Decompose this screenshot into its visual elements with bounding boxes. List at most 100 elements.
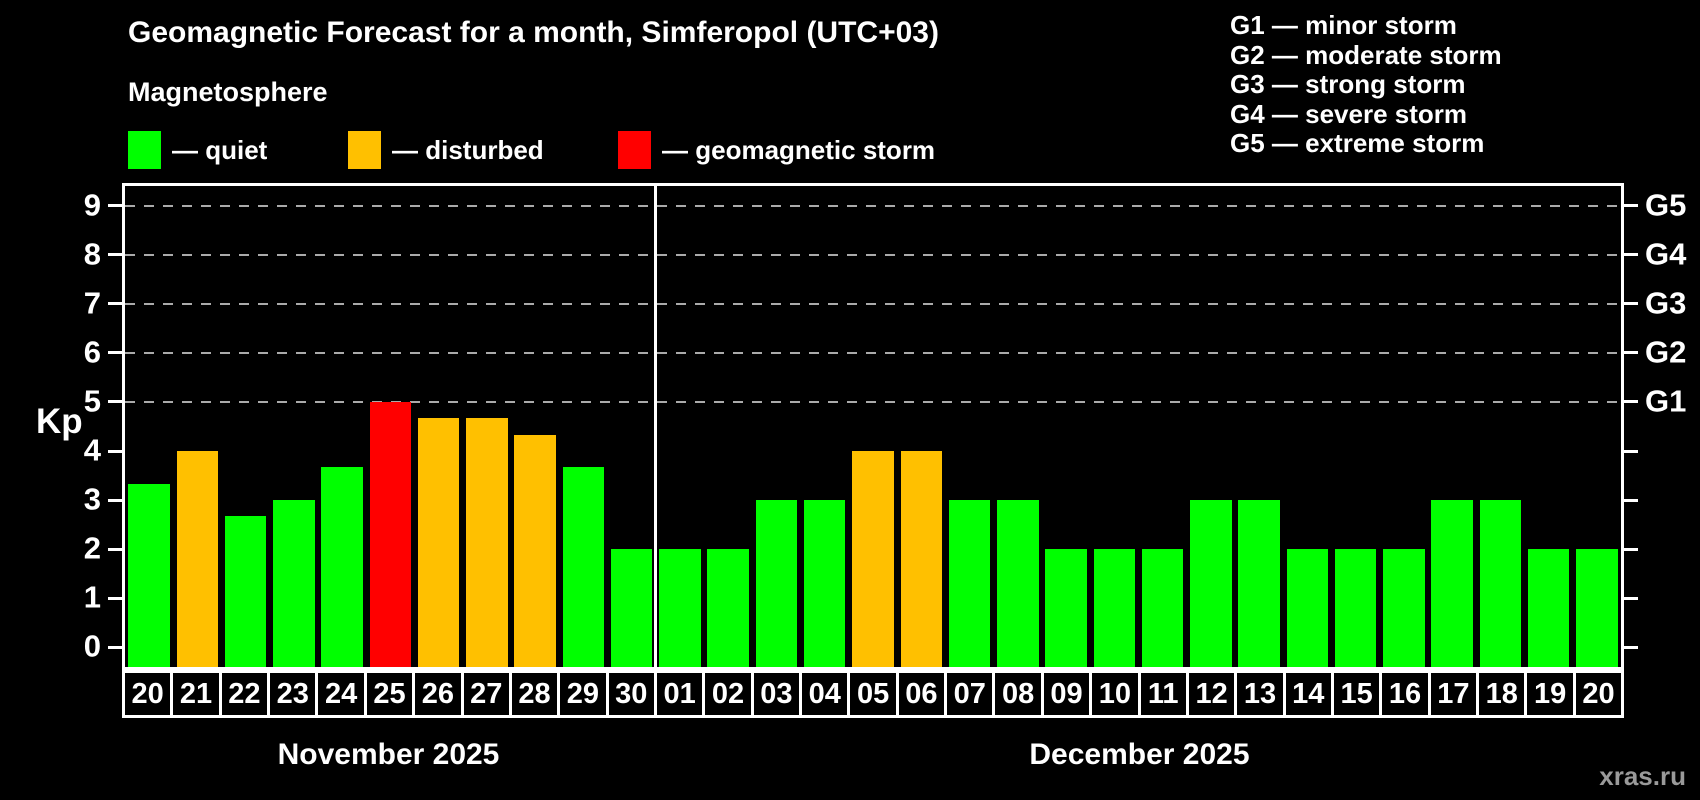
- y-tick-label-0: 0: [83, 628, 101, 664]
- date-label-25: 25: [367, 673, 416, 715]
- date-label-18: 18: [1479, 673, 1528, 715]
- g-legend-line-g2: G2 — moderate storm: [1230, 39, 1502, 70]
- kp-bar-03: [755, 500, 798, 667]
- y-tick-label-7: 7: [83, 285, 101, 321]
- legend-item-storm: — geomagnetic storm: [618, 130, 935, 170]
- watermark: xras.ru: [1599, 761, 1686, 791]
- date-axis-row: 20 21 22 23 24 25 26 27 28 29 30 01 02 03 04 05 06 07 08 09…: [122, 670, 1624, 718]
- kp-bar-04: [803, 500, 846, 667]
- quiet-color-swatch: [128, 131, 161, 169]
- left-tick-5: [108, 400, 122, 404]
- date-label-05: 05: [850, 673, 899, 715]
- month-separator: [654, 186, 658, 667]
- kp-bar-26: [417, 418, 460, 667]
- date-label-07: 07: [947, 673, 996, 715]
- gridline-kp-7: [125, 302, 1621, 305]
- kp-bar-22: [224, 516, 267, 667]
- kp-bar-16: [1383, 549, 1425, 667]
- date-label-08: 08: [995, 673, 1044, 715]
- y-tick-label-3: 3: [83, 481, 101, 517]
- g-tick-label-g5: G5: [1645, 186, 1687, 222]
- page-title: Geomagnetic Forecast for a month, Simfer…: [128, 16, 939, 49]
- date-label-19: 19: [1527, 673, 1576, 715]
- date-label-02: 02: [705, 673, 754, 715]
- left-tick-9: [108, 204, 122, 208]
- date-label-20: 20: [1582, 677, 1615, 710]
- y-tick-label-8: 8: [83, 235, 101, 271]
- right-tick-6: [1624, 351, 1638, 355]
- kp-bar-28: [514, 434, 556, 667]
- kp-bar-27: [466, 418, 508, 667]
- g-tick-label-g2: G2: [1645, 334, 1687, 370]
- kp-bar-29: [562, 467, 605, 667]
- y-tick-label-1: 1: [83, 579, 101, 615]
- left-tick-1: [108, 596, 122, 600]
- date-label-24: 24: [318, 673, 367, 715]
- date-label-09: 09: [1044, 673, 1093, 715]
- magnetosphere-legend-title: Magnetosphere: [128, 77, 328, 107]
- date-label-10: 10: [1092, 673, 1141, 715]
- left-tick-4: [108, 449, 122, 453]
- gridline-kp-6: [125, 351, 1621, 354]
- kp-bar-06: [900, 451, 942, 667]
- legend-label-quiet: — quiet: [172, 134, 268, 165]
- kp-bar-20: [128, 483, 170, 667]
- plot-area: 0 1 2 3 4 5 6 7 8 9 G1 G2 G3 G4 G5: [84, 183, 1686, 670]
- date-label-23: 23: [270, 673, 319, 715]
- month-label: November 2025: [277, 738, 500, 771]
- kp-bar-30: [610, 549, 653, 667]
- date-label-28: 28: [512, 673, 561, 715]
- g-legend-line-g1: G1 — minor storm: [1230, 10, 1457, 40]
- g-scale-legend: G1 — minor storm G2 — moderate storm G3 …: [1230, 10, 1502, 159]
- kp-bar-11: [1141, 549, 1184, 667]
- kp-bar-07: [948, 500, 991, 667]
- y-tick-label-2: 2: [83, 530, 101, 566]
- date-label-15: 15: [1334, 673, 1383, 715]
- date-label-14: 14: [1286, 673, 1334, 715]
- kp-bar-05: [852, 451, 894, 667]
- legend-item-quiet: — quiet: [128, 130, 267, 170]
- kp-bar-09: [1045, 549, 1087, 667]
- date-label-01: 01: [657, 673, 706, 715]
- g-legend-line-g3: G3 — strong storm: [1230, 69, 1466, 99]
- date-label-26: 26: [415, 673, 464, 715]
- gridline-kp-8: [125, 253, 1621, 256]
- kp-bar-17: [1431, 500, 1473, 667]
- kp-bar-10: [1093, 549, 1136, 667]
- kp-bar-12: [1190, 500, 1232, 667]
- kp-bar-13: [1238, 500, 1280, 667]
- kp-bar-18: [1479, 500, 1522, 667]
- left-tick-0: [108, 645, 122, 649]
- gridline-kp-9: [125, 204, 1621, 207]
- storm-color-swatch: [618, 131, 651, 169]
- date-label-03: 03: [754, 673, 803, 715]
- months-row: November 2025 December 2025: [122, 730, 1624, 780]
- right-tick-3: [1624, 498, 1638, 502]
- date-label-12: 12: [1189, 673, 1238, 715]
- left-tick-2: [108, 547, 122, 551]
- right-tick-1: [1624, 596, 1638, 600]
- date-label-11: 11: [1141, 673, 1189, 715]
- left-tick-3: [108, 498, 122, 502]
- right-tick-8: [1624, 253, 1638, 257]
- right-tick-4: [1624, 449, 1638, 453]
- right-tick-2: [1624, 547, 1638, 551]
- kp-bar-02: [707, 549, 749, 667]
- kp-bar-23: [273, 500, 315, 667]
- g-legend-line-g4: G4 — severe storm: [1230, 98, 1468, 129]
- kp-bar-15: [1334, 549, 1377, 667]
- right-tick-0: [1624, 645, 1638, 649]
- g-legend-line-g5: G5 — extreme storm: [1230, 128, 1485, 158]
- kp-bar-20: [1576, 549, 1618, 667]
- kp-bar-14: [1286, 549, 1329, 667]
- date-label-06: 06: [899, 673, 948, 715]
- date-label-13: 13: [1237, 673, 1286, 715]
- kp-bar-01: [659, 549, 701, 667]
- y-tick-label-6: 6: [83, 334, 101, 370]
- y-tick-label-5: 5: [83, 383, 101, 419]
- g-tick-label-g3: G3: [1645, 285, 1687, 321]
- month-label: December 2025: [1029, 738, 1250, 771]
- left-tick-8: [108, 253, 122, 257]
- date-label-30: 30: [609, 673, 657, 715]
